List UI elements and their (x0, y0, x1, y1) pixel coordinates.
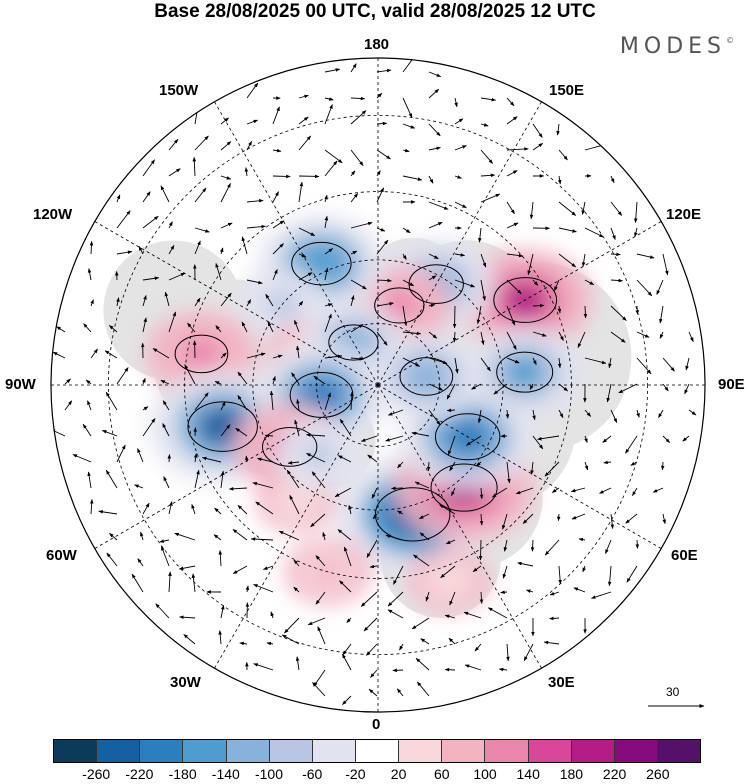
reference-vector-value: 30 (666, 685, 679, 699)
wind-vector (501, 592, 507, 593)
lon-label-180: 180 (364, 36, 389, 53)
wind-vector (265, 435, 273, 436)
wind-vector (558, 514, 559, 521)
wind-vector (392, 488, 403, 489)
wind-vector (169, 454, 170, 462)
colorbar-tick-label: -140 (212, 766, 240, 782)
colorbar-tick-label: -220 (125, 766, 153, 782)
lon-label-60w: 60W (46, 547, 77, 564)
colorbar-swatch (615, 740, 658, 762)
colorbar-swatch (485, 740, 528, 762)
wind-vector (585, 306, 586, 318)
lon-label-30e: 30E (548, 674, 575, 691)
lon-label-120w: 120W (33, 206, 72, 223)
colorbar-tick-label: 140 (517, 766, 540, 782)
wind-vector (611, 254, 620, 255)
wind-vector (662, 462, 663, 470)
colorbar-swatch (313, 740, 356, 762)
colorbar-tick-label: 20 (391, 766, 407, 782)
lon-label-150e: 150E (549, 82, 584, 99)
wind-vector (447, 410, 455, 411)
colorbar-swatch (399, 740, 442, 762)
colorbar (53, 739, 701, 763)
colorbar-tick-label: 260 (646, 766, 669, 782)
wind-vector (480, 540, 481, 560)
wind-vector (637, 306, 638, 314)
lon-label-90e: 90E (718, 376, 745, 393)
colorbar-swatch (658, 740, 700, 762)
lon-label-30w: 30W (170, 674, 201, 691)
lon-label-150w: 150W (159, 82, 198, 99)
colorbar-swatch (140, 740, 183, 762)
colorbar-swatch (442, 740, 485, 762)
colorbar-tick-label: -260 (82, 766, 110, 782)
anomaly-core (183, 339, 221, 369)
colorbar-swatch (529, 740, 572, 762)
colorbar-swatch (97, 740, 140, 762)
colorbar-tick-labels: -260 -220 -180 -140 -100 -60 -20 20 60 100 140 180 2… (0, 766, 750, 784)
wind-vector (637, 540, 638, 548)
colorbar-swatch (183, 740, 226, 762)
colorbar-tick-label: -20 (345, 766, 365, 782)
colorbar-swatch (54, 740, 97, 762)
lon-label-0: 0 (372, 716, 380, 733)
lon-label-90w: 90W (5, 376, 36, 393)
colorbar-tick-label: 180 (560, 766, 583, 782)
colorbar-swatch (356, 740, 399, 762)
wind-vector (273, 176, 290, 177)
colorbar-tick-label: 100 (473, 766, 496, 782)
colorbar-swatch (227, 740, 270, 762)
lon-label-120e: 120E (666, 206, 701, 223)
wind-vector (532, 540, 533, 551)
lon-label-60e: 60E (671, 547, 698, 564)
colorbar-tick-label: -180 (169, 766, 197, 782)
wind-vector (428, 462, 429, 471)
wind-vector (393, 670, 403, 671)
colorbar-tick-label: 220 (603, 766, 626, 782)
anomaly-core (283, 491, 310, 512)
anomaly-core (435, 569, 463, 591)
colorbar-swatch (270, 740, 313, 762)
colorbar-tick-label: 60 (434, 766, 450, 782)
wind-vector (533, 305, 544, 306)
colorbar-tick-label: -100 (255, 766, 283, 782)
anomaly-core (505, 356, 545, 388)
colorbar-tick-label: -60 (302, 766, 322, 782)
colorbar-swatch (572, 740, 615, 762)
